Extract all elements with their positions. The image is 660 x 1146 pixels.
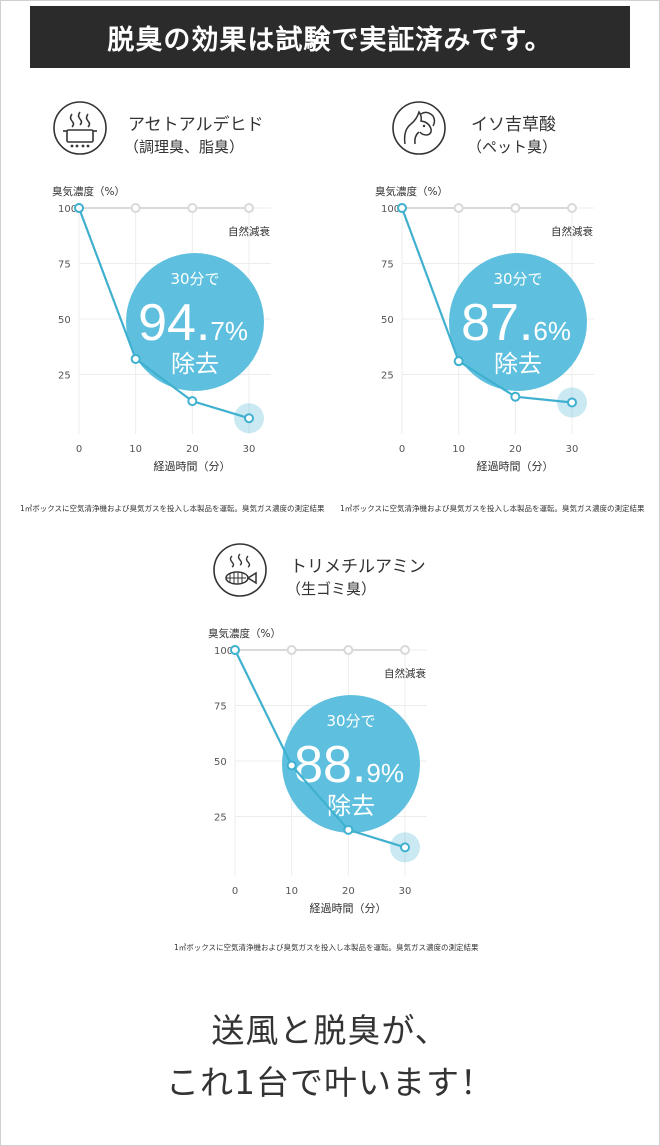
chart-panel-trimethylamine: トリメチルアミン （生ゴミ臭） 臭気濃度（%） 25 50 75 100 0 10 20 30 経… bbox=[208, 542, 528, 982]
y-tick-label: 25 bbox=[58, 371, 71, 382]
y-tick-label: 75 bbox=[214, 702, 227, 713]
banner-title: 脱臭の効果は試験で実証済みです。 bbox=[30, 6, 630, 68]
fish-icon bbox=[213, 543, 267, 597]
natural-decay-point bbox=[343, 645, 354, 655]
y-tick-label: 25 bbox=[214, 813, 227, 824]
deodorize-point bbox=[187, 396, 198, 407]
deodorize-point bbox=[74, 203, 84, 213]
x-tick-label: 0 bbox=[232, 886, 238, 897]
result-suffix: 除去 bbox=[171, 350, 219, 378]
tagline-line-2: これ1台で叶います！ bbox=[166, 1063, 494, 1102]
natural-decay-legend: 自然減衰 bbox=[384, 667, 426, 680]
result-bubble bbox=[282, 695, 420, 833]
result-bubble bbox=[449, 253, 587, 391]
deodorize-point bbox=[567, 397, 577, 408]
x-axis-label: 経過時間（分） bbox=[477, 460, 554, 473]
deodorize-point bbox=[397, 203, 407, 213]
chart-panel-acetaldehyde: アセトアルデヒド （調理臭、脂臭） 臭気濃度（%） 25 50 75 100 0 10 20 3… bbox=[52, 100, 372, 540]
x-tick-label: 0 bbox=[399, 444, 405, 455]
test-footnote: 1㎥ボックスに空気清浄機および臭気ガスを投入し本製品を運転。臭気ガス濃度の測定結… bbox=[20, 504, 325, 513]
result-bubble bbox=[126, 253, 264, 391]
x-tick-label: 20 bbox=[186, 444, 199, 455]
x-tick-label: 0 bbox=[76, 444, 82, 455]
result-suffix: 除去 bbox=[494, 350, 542, 378]
y-tick-label: 25 bbox=[381, 371, 394, 382]
natural-decay-legend: 自然減衰 bbox=[551, 225, 593, 238]
x-axis-label: 経過時間（分） bbox=[154, 460, 231, 473]
y-tick-label: 50 bbox=[381, 315, 394, 326]
deodorize-point bbox=[400, 842, 410, 853]
x-tick-label: 10 bbox=[285, 886, 298, 897]
result-percentage: 94.7% bbox=[138, 294, 248, 352]
result-suffix: 除去 bbox=[327, 792, 375, 820]
natural-decay-legend: 自然減衰 bbox=[228, 225, 270, 238]
deodorize-line bbox=[400, 207, 573, 404]
result-percentage: 88.9% bbox=[294, 736, 404, 794]
y-axis-label: 臭気濃度（%） bbox=[52, 185, 125, 198]
deodorize-point bbox=[286, 760, 297, 771]
x-tick-label: 30 bbox=[566, 444, 579, 455]
test-footnote: 1㎥ボックスに空気清浄機および臭気ガスを投入し本製品を運転。臭気ガス濃度の測定結… bbox=[174, 943, 479, 952]
result-percentage: 87.6% bbox=[461, 294, 571, 352]
odor-subtitle: （生ゴミ臭） bbox=[286, 580, 377, 598]
pet-icon bbox=[392, 101, 446, 155]
deodorize-line bbox=[77, 207, 250, 420]
odor-name: トリメチルアミン bbox=[290, 557, 426, 577]
decay-line-chart: 臭気濃度（%） 25 50 75 100 0 10 20 30 経過時間（分） 自然減衰 30分で 88… bbox=[208, 627, 427, 915]
odor-subtitle: （ペット臭） bbox=[467, 138, 558, 156]
result-prefix: 30分で bbox=[170, 270, 219, 288]
decay-line-chart: 臭気濃度（%） 25 50 75 100 0 10 20 30 経過時間（分） 自然減衰 30分で 87… bbox=[375, 185, 594, 473]
y-tick-label: 100 bbox=[214, 646, 233, 657]
x-tick-label: 10 bbox=[452, 444, 465, 455]
deodorize-point bbox=[244, 413, 254, 424]
x-tick-label: 20 bbox=[342, 886, 355, 897]
chart-panel-isovaleric-acid: イソ吉草酸 （ペット臭） 臭気濃度（%） 25 50 75 100 0 10 20 30 経過時間… bbox=[375, 100, 660, 540]
x-tick-label: 30 bbox=[243, 444, 256, 455]
deodorize-point bbox=[130, 353, 141, 364]
odor-name: アセトアルデヒド bbox=[128, 115, 264, 135]
natural-decay-point bbox=[400, 645, 410, 655]
x-axis-label: 経過時間（分） bbox=[310, 902, 387, 915]
test-footnote: 1㎥ボックスに空気清浄機および臭気ガスを投入し本製品を運転。臭気ガス濃度の測定結… bbox=[340, 504, 645, 513]
natural-decay-point bbox=[130, 203, 141, 213]
y-axis-label: 臭気濃度（%） bbox=[208, 627, 281, 640]
y-tick-label: 75 bbox=[58, 260, 71, 271]
decay-line-chart: 臭気濃度（%） 25 50 75 100 0 10 20 30 経過時間（分） 自然減衰 30分で 94… bbox=[52, 185, 271, 473]
odor-name: イソ吉草酸 bbox=[471, 115, 556, 135]
deodorize-point bbox=[230, 645, 240, 655]
x-tick-label: 30 bbox=[399, 886, 412, 897]
deodorize-line bbox=[234, 649, 406, 849]
natural-decay-point bbox=[567, 203, 577, 213]
deodorize-point bbox=[343, 824, 354, 835]
natural-decay-point bbox=[286, 645, 297, 655]
result-prefix: 30分で bbox=[493, 270, 542, 288]
deodorize-point bbox=[453, 356, 464, 367]
y-tick-label: 75 bbox=[381, 260, 394, 271]
deodorize-point bbox=[510, 391, 521, 402]
natural-decay-point bbox=[187, 203, 198, 213]
x-tick-label: 20 bbox=[509, 444, 522, 455]
x-tick-label: 10 bbox=[129, 444, 142, 455]
pot-icon bbox=[53, 101, 107, 155]
natural-decay-point bbox=[453, 203, 464, 213]
y-tick-label: 50 bbox=[214, 757, 227, 768]
y-tick-label: 100 bbox=[381, 204, 400, 215]
natural-decay-point bbox=[244, 203, 254, 213]
result-prefix: 30分で bbox=[326, 712, 375, 730]
y-axis-label: 臭気濃度（%） bbox=[375, 185, 448, 198]
y-tick-label: 100 bbox=[58, 204, 77, 215]
natural-decay-point bbox=[510, 203, 521, 213]
odor-subtitle: （調理臭、脂臭） bbox=[124, 138, 245, 156]
tagline-line-1: 送風と脱臭が、 bbox=[211, 1011, 449, 1050]
y-tick-label: 50 bbox=[58, 315, 71, 326]
